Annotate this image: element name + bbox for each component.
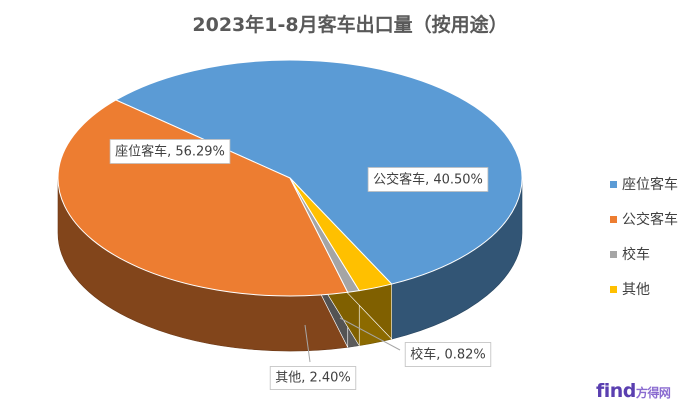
data-labels: 座位客车, 56.29% 公交客车, 40.50% 校车, 0.82% 其他, 2.4… [109,139,492,390]
chart-legend: 座位客车 公交客车 校车 其他 [610,172,678,312]
data-label: 公交客车, 40.50% [373,172,483,188]
pie-slice [114,59,523,285]
watermark-logo: find方得网 [596,380,671,402]
legend-item-other: 其他 [610,277,678,301]
legend-label: 其他 [622,282,650,298]
pie-slice [289,177,393,292]
legend-swatch [610,180,617,188]
watermark-sub: 方得网 [635,386,671,400]
legend-swatch [610,215,617,223]
data-label-box [269,366,357,390]
data-label-box [404,342,492,367]
label-leader-line [339,317,401,351]
legend-label: 公交客车 [622,212,678,228]
data-label: 座位客车, 56.29% [115,144,225,160]
legend-swatch [610,285,617,293]
legend-swatch [610,250,617,258]
chart-title: 2023年1-8月客车出口量（按用途） [192,14,508,36]
watermark-main: find [596,380,636,402]
legend-item-seat-bus: 座位客车 [610,172,678,196]
legend-label: 座位客车 [622,177,678,193]
data-label-box [109,139,231,164]
label-leader-line [304,324,311,363]
legend-item-city-bus: 公交客车 [610,207,678,231]
legend-label: 校车 [622,247,650,263]
data-label: 校车, 0.82% [410,347,486,363]
data-label-box [367,167,489,192]
data-label: 其他, 2.40% [275,371,351,386]
legend-item-school-bus: 校车 [610,242,678,266]
